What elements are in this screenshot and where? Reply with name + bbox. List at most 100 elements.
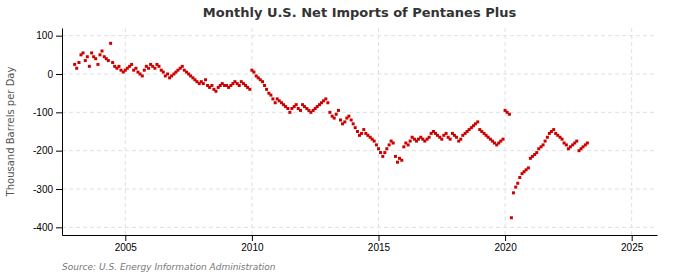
- point: [181, 65, 184, 68]
- point: [360, 132, 363, 135]
- point: [339, 119, 342, 122]
- point: [394, 155, 397, 158]
- point: [101, 50, 104, 53]
- grid-line-y: [62, 150, 657, 151]
- point: [202, 82, 205, 85]
- point: [117, 65, 120, 68]
- grid-line-x: [631, 28, 632, 235]
- point: [269, 94, 272, 97]
- point: [546, 136, 549, 139]
- x-tick-label: 2025: [621, 242, 644, 253]
- x-axis: 2005 2010 2015 2020 2025: [63, 235, 658, 253]
- y-tick-label: -400: [33, 222, 53, 233]
- point: [141, 74, 144, 77]
- point: [75, 67, 78, 70]
- point: [508, 113, 511, 116]
- point: [373, 140, 376, 143]
- y-tick-mark: [56, 74, 62, 75]
- point: [350, 119, 353, 122]
- point: [565, 143, 568, 146]
- point: [98, 53, 101, 56]
- x-tick-label: 2015: [368, 242, 391, 253]
- grid-line-y: [62, 112, 657, 113]
- x-tick-mark: [252, 235, 253, 241]
- y-tick-mark: [56, 151, 62, 152]
- point: [73, 63, 76, 66]
- point: [111, 61, 114, 64]
- point: [356, 130, 359, 133]
- point: [286, 107, 289, 110]
- point: [561, 138, 564, 141]
- y-tick-label: 0: [47, 69, 53, 80]
- point: [552, 128, 555, 131]
- point: [392, 142, 395, 145]
- point: [527, 166, 530, 169]
- point: [381, 155, 384, 158]
- y-tick: 0: [47, 69, 62, 80]
- chart: 20052010201520202025-400-300-200-1000100…: [0, 0, 675, 275]
- point: [385, 147, 388, 150]
- y-tick-label: 100: [36, 30, 53, 41]
- point: [335, 113, 338, 116]
- point: [586, 142, 589, 145]
- point: [476, 120, 479, 123]
- point: [343, 120, 346, 123]
- point: [248, 88, 251, 91]
- y-tick-label: -300: [33, 184, 53, 195]
- point: [77, 61, 80, 64]
- x-tick-mark: [125, 235, 126, 241]
- y-axis-line: [62, 29, 63, 236]
- point: [238, 84, 241, 87]
- grid-line-y: [62, 35, 657, 36]
- point: [109, 42, 112, 45]
- y-tick-label: -200: [33, 145, 53, 156]
- point: [204, 78, 207, 81]
- x-tick-mark: [632, 235, 633, 241]
- point: [407, 143, 410, 146]
- point: [153, 67, 156, 70]
- point: [544, 140, 547, 143]
- y-tick: 100: [36, 30, 62, 41]
- x-tick-label: 2005: [115, 242, 138, 253]
- point: [263, 84, 266, 87]
- point: [455, 136, 458, 139]
- x-tick-label: 2020: [494, 242, 517, 253]
- point: [147, 67, 150, 70]
- x-tick: 2010: [241, 235, 264, 253]
- point: [333, 117, 336, 120]
- point: [440, 138, 443, 141]
- point: [94, 57, 97, 60]
- point: [299, 109, 302, 112]
- x-axis-line: [63, 235, 658, 236]
- point: [288, 111, 291, 114]
- point: [388, 143, 391, 146]
- annotation: Source: U.S. Energy Information Administ…: [62, 262, 276, 272]
- point: [510, 216, 513, 219]
- grid-line-y: [62, 189, 657, 190]
- point: [347, 115, 350, 118]
- point: [337, 109, 340, 112]
- point: [143, 69, 146, 72]
- x-tick-mark: [378, 235, 379, 241]
- point: [402, 145, 405, 148]
- point: [271, 97, 274, 100]
- point: [166, 73, 169, 76]
- point: [514, 186, 517, 189]
- point: [96, 63, 99, 66]
- point: [352, 122, 355, 125]
- point: [214, 90, 217, 93]
- point: [449, 138, 452, 141]
- y-axis-title: Thousand Barrels per Day: [5, 67, 16, 198]
- y-tick: -300: [33, 184, 62, 195]
- point: [428, 136, 431, 139]
- grid-line-x: [251, 28, 252, 235]
- title: Monthly U.S. Net Imports of Pentanes Plu…: [203, 5, 517, 20]
- point: [377, 147, 380, 150]
- point: [274, 101, 277, 104]
- y-tick-mark: [56, 227, 62, 228]
- point: [409, 140, 412, 143]
- point: [324, 97, 327, 100]
- point: [265, 88, 268, 91]
- y-tick-mark: [56, 112, 62, 113]
- point: [162, 71, 165, 74]
